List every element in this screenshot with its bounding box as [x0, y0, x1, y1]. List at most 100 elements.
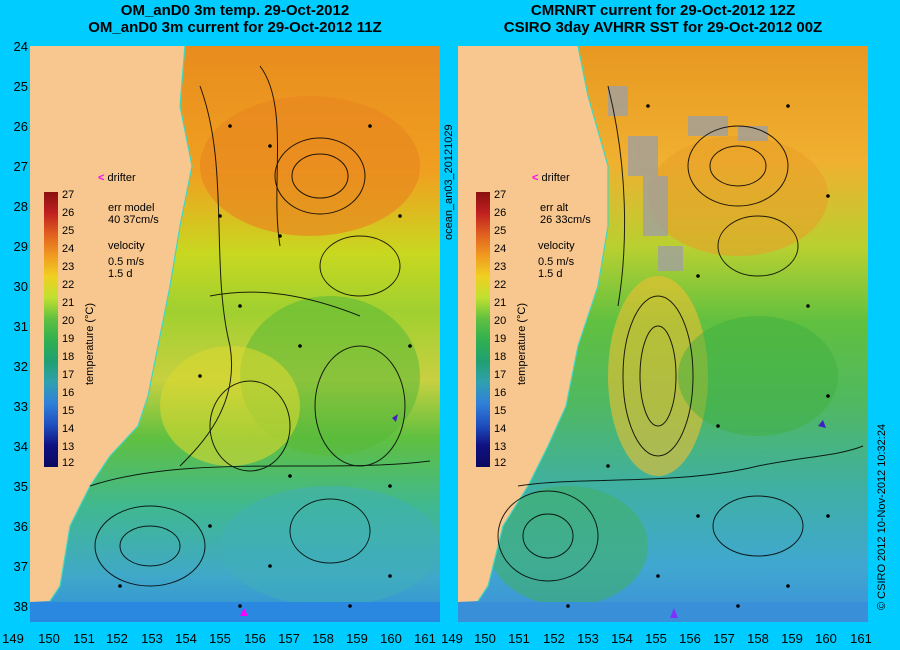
- drifter-marker-icon: <: [532, 172, 539, 184]
- cb-tick: 18: [62, 351, 75, 363]
- cb-tick: 23: [494, 261, 507, 273]
- ytick: 30: [13, 279, 28, 294]
- cb-tick: 12: [494, 457, 507, 469]
- right-panel-title: CMRNRT current for 29-Oct-2012 12Z CSIRO…: [458, 2, 868, 36]
- cb-tick: 24: [62, 243, 75, 255]
- cb-tick: 21: [494, 297, 507, 309]
- xtick: 149: [441, 631, 463, 646]
- left-panel-title: OM_anD0 3m temp. 29-Oct-2012 OM_anD0 3m …: [30, 2, 440, 36]
- right-title-line1: CMRNRT current for 29-Oct-2012 12Z: [530, 2, 796, 19]
- cb-tick: 26: [62, 207, 75, 219]
- xtick: 159: [346, 631, 368, 646]
- cb-tick: 16: [62, 387, 75, 399]
- left-title-line1: OM_anD0 3m temp. 29-Oct-2012: [120, 2, 350, 19]
- left-err-block: err model 40 37cm/s: [108, 202, 159, 226]
- left-coastline-land: [30, 46, 192, 602]
- cb-tick: 17: [494, 369, 507, 381]
- right-err-label: err alt: [540, 202, 569, 214]
- cb-tick: 27: [62, 189, 75, 201]
- left-velocity-label: velocity: [108, 240, 145, 252]
- xtick: 161: [414, 631, 436, 646]
- ytick: 35: [13, 479, 28, 494]
- cb-tick: 15: [494, 405, 507, 417]
- ytick: 34: [13, 439, 28, 454]
- cb-tick: 20: [62, 315, 75, 327]
- ytick: 25: [13, 79, 28, 94]
- left-title-line2: OM_anD0 3m current for 29-Oct-2012 11Z: [88, 19, 382, 36]
- cb-tick: 16: [494, 387, 507, 399]
- ytick: 27: [13, 159, 28, 174]
- xtick: 153: [141, 631, 163, 646]
- xtick: 159: [781, 631, 803, 646]
- left-colorbar: [44, 192, 58, 467]
- cb-tick: 19: [62, 333, 75, 345]
- cb-tick: 26: [494, 207, 507, 219]
- right-err-block: err alt 26 33cm/s: [540, 202, 591, 226]
- right-coastline-land: [458, 46, 608, 602]
- ytick: 28: [13, 199, 28, 214]
- cb-tick: 21: [62, 297, 75, 309]
- xtick: 152: [543, 631, 565, 646]
- ytick: 33: [13, 399, 28, 414]
- xtick: 153: [577, 631, 599, 646]
- right-colorbar-label: temperature (°C): [516, 302, 528, 385]
- cb-tick: 22: [62, 279, 75, 291]
- cb-tick: 25: [62, 225, 75, 237]
- xtick: 154: [175, 631, 197, 646]
- xtick: 157: [278, 631, 300, 646]
- left-err-value: 40 37cm/s: [108, 214, 159, 226]
- cb-tick: 13: [62, 441, 75, 453]
- ytick: 38: [13, 599, 28, 614]
- cb-tick: 18: [494, 351, 507, 363]
- xtick: 161: [850, 631, 872, 646]
- left-err-label: err model: [108, 202, 155, 214]
- cb-tick: 19: [494, 333, 507, 345]
- xtick: 156: [244, 631, 266, 646]
- right-map-graphic: [458, 46, 868, 622]
- xtick: 150: [474, 631, 496, 646]
- xtick: 152: [106, 631, 128, 646]
- right-drifter-legend: < drifter: [532, 172, 570, 184]
- left-colorbar-label: temperature (°C): [84, 302, 96, 385]
- middle-side-label: ocean_an03_20121029: [443, 124, 455, 240]
- ytick: 37: [13, 559, 28, 574]
- right-velocity-scale: 0.5 m/s: [538, 256, 575, 268]
- ytick: 32: [13, 359, 28, 374]
- xtick: 149: [2, 631, 24, 646]
- cb-tick: 13: [494, 441, 507, 453]
- left-velocity-block: velocity 0.5 m/s 1.5 d: [108, 240, 145, 280]
- drifter-marker-icon: <: [98, 172, 105, 184]
- xtick: 155: [645, 631, 667, 646]
- xtick: 160: [380, 631, 402, 646]
- right-title-line2: CSIRO 3day AVHRR SST for 29-Oct-2012 00Z: [503, 19, 823, 36]
- left-map-panel: [30, 46, 440, 622]
- left-velocity-scale: 0.5 m/s: [108, 256, 145, 268]
- cb-tick: 20: [494, 315, 507, 327]
- left-velocity-days: 1.5 d: [108, 268, 133, 280]
- right-side-label: © CSIRO 2012 10-Nov-2012 10:32:24: [876, 423, 888, 610]
- right-colorbar: [476, 192, 490, 467]
- cb-tick: 27: [494, 189, 507, 201]
- drifter-label: drifter: [107, 172, 136, 184]
- xtick: 150: [38, 631, 60, 646]
- xtick: 158: [312, 631, 334, 646]
- xtick: 151: [508, 631, 530, 646]
- xtick: 151: [73, 631, 95, 646]
- left-map-graphic: [30, 46, 440, 622]
- left-drifter-legend: < drifter: [98, 172, 136, 184]
- right-err-value: 26 33cm/s: [540, 214, 591, 226]
- cb-tick: 22: [494, 279, 507, 291]
- ytick: 31: [13, 319, 28, 334]
- right-velocity-label: velocity: [538, 240, 575, 252]
- cb-tick: 23: [62, 261, 75, 273]
- cb-tick: 14: [62, 423, 75, 435]
- xtick: 160: [815, 631, 837, 646]
- xtick: 157: [713, 631, 735, 646]
- right-velocity-days: 1.5 d: [538, 268, 563, 280]
- xtick: 156: [679, 631, 701, 646]
- right-map-panel: [458, 46, 868, 622]
- xtick: 155: [209, 631, 231, 646]
- cb-tick: 12: [62, 457, 75, 469]
- ytick: 36: [13, 519, 28, 534]
- cb-tick: 17: [62, 369, 75, 381]
